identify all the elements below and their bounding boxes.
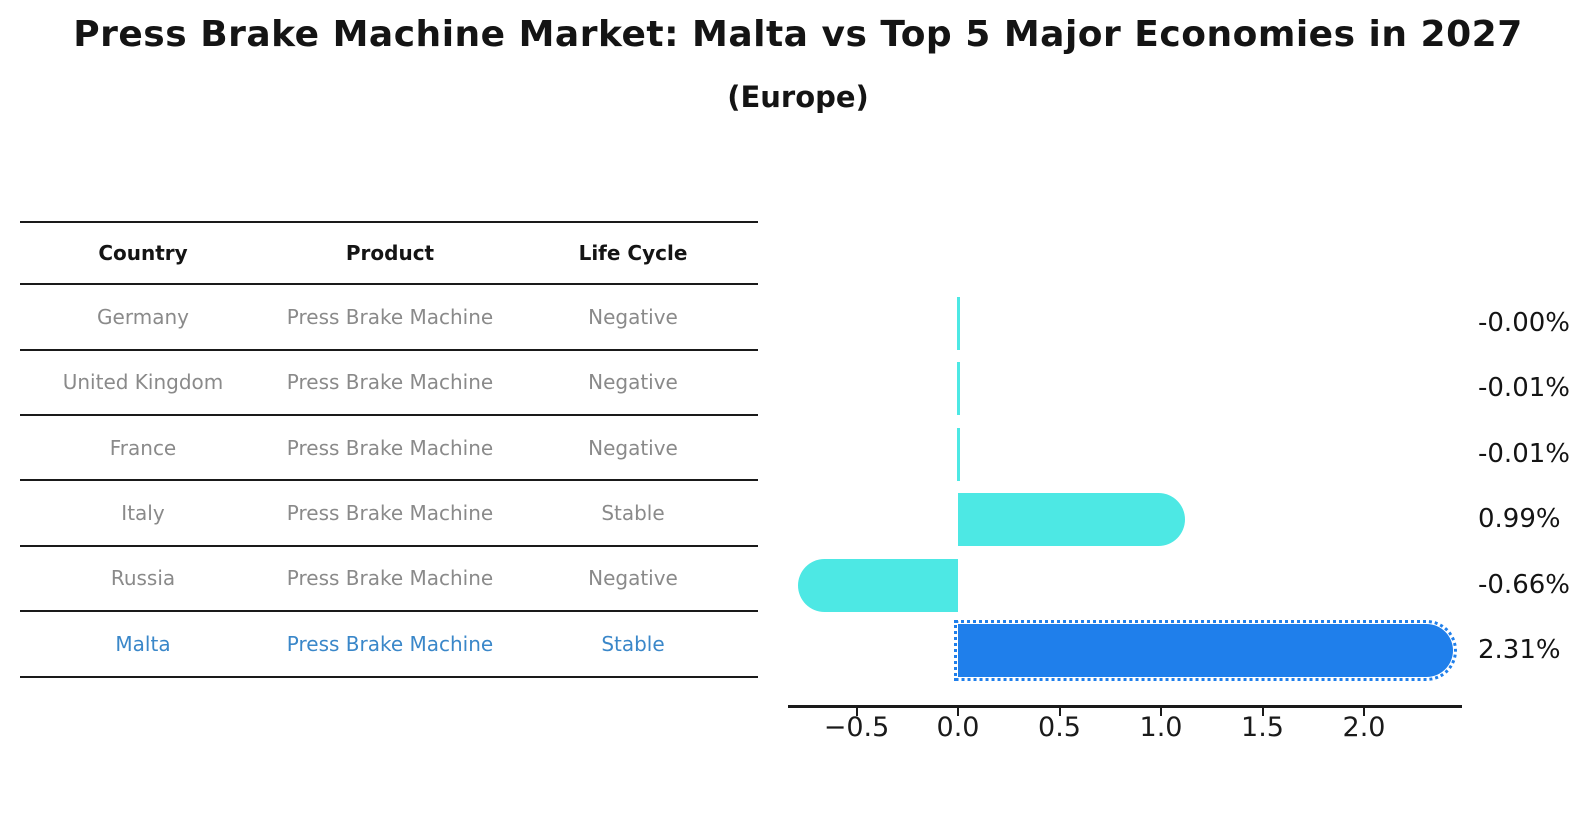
table-cell-country: Italy xyxy=(121,501,165,525)
bar-russia xyxy=(798,558,958,612)
table-cell-life_cycle: Stable xyxy=(601,632,665,656)
x-tick-mark xyxy=(1058,707,1061,716)
bar-france xyxy=(956,427,960,481)
table-header-product: Product xyxy=(345,241,435,265)
table-cell-country: France xyxy=(109,436,177,460)
table-rule xyxy=(20,349,758,351)
table-cell-life_cycle: Negative xyxy=(588,370,678,394)
bar-value-label: -0.01% xyxy=(1478,373,1570,403)
table-rule xyxy=(20,283,758,285)
chart-subtitle: (Europe) xyxy=(727,80,869,114)
x-tick-label: −0.5 xyxy=(823,712,890,743)
table-cell-life_cycle: Negative xyxy=(588,436,678,460)
bar-value-label: -0.66% xyxy=(1478,570,1570,600)
table-header-life-cycle: Life Cycle xyxy=(578,241,688,265)
bar-united-kingdom xyxy=(956,361,960,415)
table-cell-product: Press Brake Machine xyxy=(286,305,494,329)
x-tick-label: 1.5 xyxy=(1241,712,1284,743)
table-cell-product: Press Brake Machine xyxy=(286,436,494,460)
bar-italy xyxy=(958,492,1185,546)
table-cell-product: Press Brake Machine xyxy=(286,501,494,525)
x-tick-mark xyxy=(1160,707,1162,716)
table-cell-country: Malta xyxy=(115,632,171,656)
x-tick-label: 0.5 xyxy=(1038,712,1081,743)
table-header-country: Country xyxy=(98,241,188,265)
bar-value-label: 0.99% xyxy=(1478,504,1561,534)
table-rule xyxy=(20,610,758,612)
x-tick-label: 2.0 xyxy=(1342,712,1386,743)
table-rule xyxy=(20,545,758,547)
table-cell-life_cycle: Negative xyxy=(588,566,678,590)
x-tick-mark xyxy=(1261,707,1264,716)
x-tick-mark xyxy=(1363,707,1365,716)
chart-title: Press Brake Machine Market: Malta vs Top… xyxy=(73,14,1523,55)
table-cell-product: Press Brake Machine xyxy=(286,632,494,656)
bar-value-label: -0.00% xyxy=(1478,308,1570,338)
table-cell-country: United Kingdom xyxy=(62,370,224,394)
bar-germany xyxy=(956,296,960,350)
x-tick-label: 0.0 xyxy=(936,712,980,743)
bar-value-label: 2.31% xyxy=(1478,635,1561,665)
x-tick-label: 1.0 xyxy=(1139,712,1183,743)
table-rule xyxy=(20,221,758,223)
table-cell-country: Germany xyxy=(97,305,189,329)
bar-malta xyxy=(954,619,1457,681)
table-cell-product: Press Brake Machine xyxy=(286,566,494,590)
x-axis-line xyxy=(788,705,1462,708)
table-rule xyxy=(20,479,758,481)
bar-value-label: -0.01% xyxy=(1478,439,1570,469)
x-tick-mark xyxy=(957,707,959,716)
table-rule xyxy=(20,414,758,416)
table-cell-life_cycle: Stable xyxy=(601,501,665,525)
x-tick-mark xyxy=(855,707,858,716)
table-cell-life_cycle: Negative xyxy=(588,305,678,329)
table-cell-product: Press Brake Machine xyxy=(286,370,494,394)
table-rule xyxy=(20,676,758,678)
table-cell-country: Russia xyxy=(110,566,176,590)
